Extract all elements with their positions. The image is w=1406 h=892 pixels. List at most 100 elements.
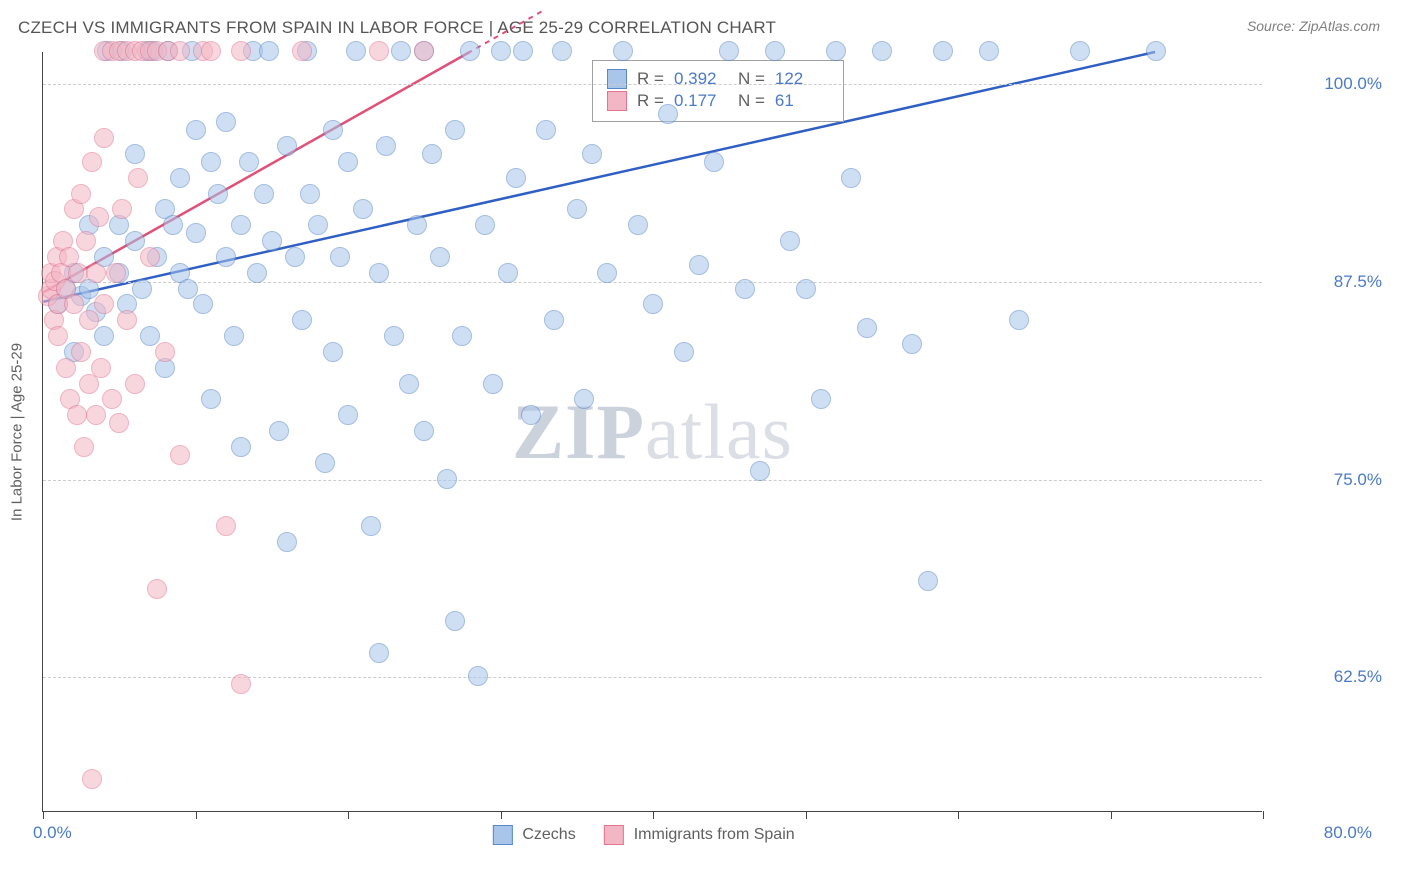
data-point [155,342,175,362]
data-point [140,247,160,267]
data-point [1146,41,1166,61]
data-point [48,326,68,346]
data-point [796,279,816,299]
data-point [338,152,358,172]
data-point [613,41,633,61]
data-point [689,255,709,275]
data-point [147,579,167,599]
plot-area: ZIPatlas In Labor Force | Age 25-29 R = … [42,52,1262,812]
x-tick [958,811,959,819]
data-point [102,389,122,409]
data-point [64,294,84,314]
data-point [841,168,861,188]
data-point [224,326,244,346]
data-point [201,389,221,409]
data-point [216,112,236,132]
gridline [43,480,1262,481]
data-point [704,152,724,172]
data-point [330,247,350,267]
data-point [826,41,846,61]
data-point [277,532,297,552]
data-point [498,263,518,283]
data-point [89,207,109,227]
data-point [82,769,102,789]
data-point [178,279,198,299]
x-axis-max-label: 80.0% [1324,823,1372,843]
x-tick [43,811,44,819]
data-point [643,294,663,314]
data-point [376,136,396,156]
data-point [67,405,87,425]
data-point [483,374,503,394]
series-swatch [607,91,627,111]
data-point [68,263,88,283]
data-point [399,374,419,394]
data-point [574,389,594,409]
y-tick-label: 100.0% [1272,74,1382,94]
data-point [201,152,221,172]
data-point [872,41,892,61]
data-point [1009,310,1029,330]
data-point [170,168,190,188]
data-point [125,374,145,394]
data-point [369,263,389,283]
data-point [445,611,465,631]
data-point [552,41,572,61]
data-point [292,41,312,61]
data-point [1070,41,1090,61]
data-point [132,279,152,299]
data-point [71,184,91,204]
data-point [308,215,328,235]
data-point [506,168,526,188]
data-point [117,310,137,330]
data-point [750,461,770,481]
data-point [91,358,111,378]
legend-swatch [492,825,512,845]
data-point [491,41,511,61]
data-point [765,41,785,61]
data-point [71,342,91,362]
data-point [521,405,541,425]
data-point [231,437,251,457]
y-tick-label: 62.5% [1272,667,1382,687]
data-point [269,421,289,441]
legend-swatch [604,825,624,845]
data-point [94,128,114,148]
source-label: Source: ZipAtlas.com [1247,18,1380,34]
y-axis-title: In Labor Force | Age 25-29 [9,342,26,520]
data-point [445,120,465,140]
data-point [902,334,922,354]
stats-row: R = 0.392N = 122 [607,69,829,89]
data-point [254,184,274,204]
data-point [475,215,495,235]
data-point [231,215,251,235]
data-point [82,152,102,172]
y-tick-label: 75.0% [1272,470,1382,490]
trendlines [43,52,1262,811]
data-point [719,41,739,61]
data-point [452,326,472,346]
data-point [216,247,236,267]
data-point [407,215,427,235]
data-point [460,41,480,61]
data-point [208,184,228,204]
data-point [94,294,114,314]
data-point [106,263,126,283]
data-point [430,247,450,267]
data-point [231,674,251,694]
data-point [259,41,279,61]
data-point [239,152,259,172]
data-point [536,120,556,140]
data-point [918,571,938,591]
data-point [437,469,457,489]
data-point [414,421,434,441]
data-point [369,643,389,663]
data-point [170,445,190,465]
data-point [163,215,183,235]
data-point [567,199,587,219]
data-point [323,120,343,140]
data-point [79,310,99,330]
data-point [140,326,160,346]
x-tick [501,811,502,819]
data-point [231,41,251,61]
